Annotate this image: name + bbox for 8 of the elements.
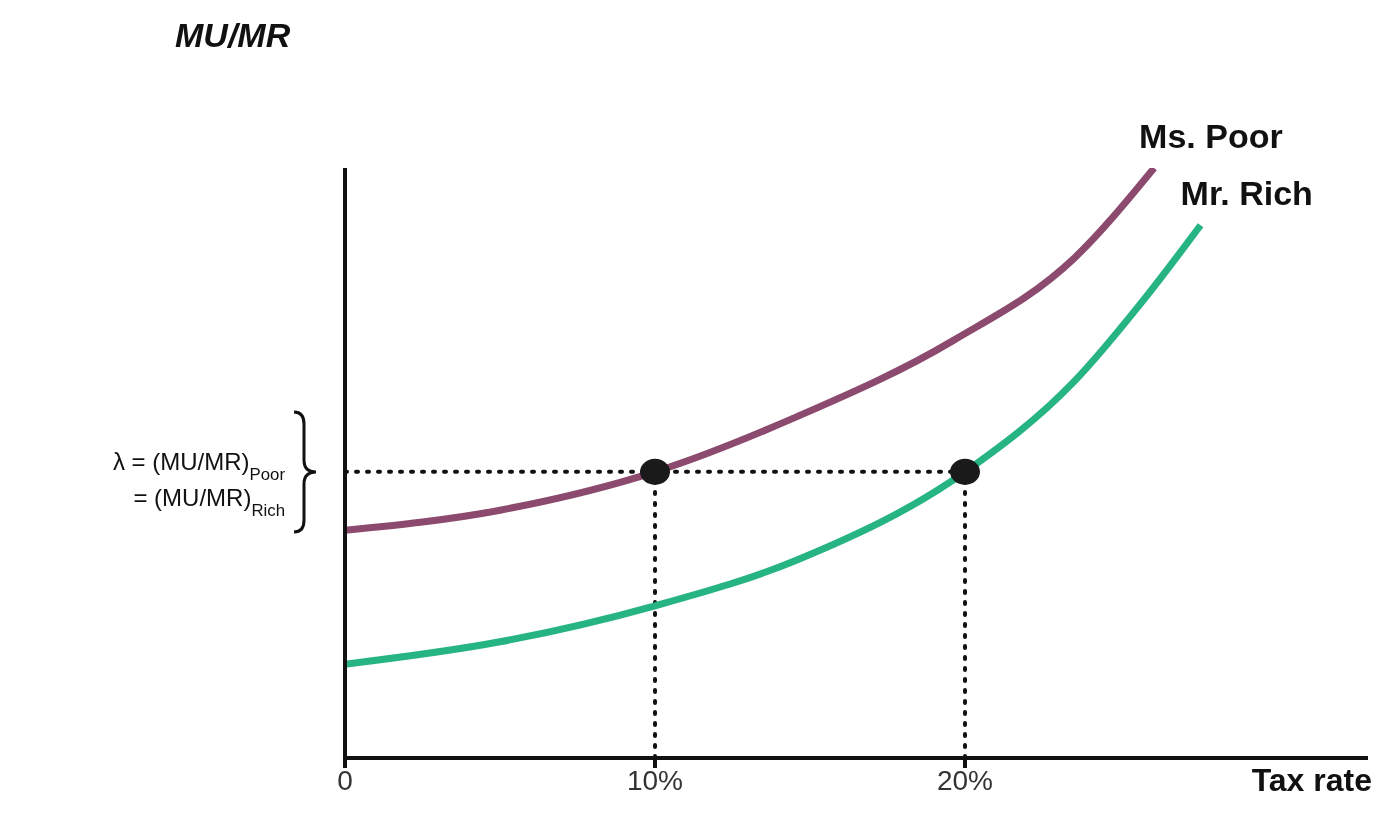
x-tick-label: 20% (936, 764, 994, 796)
y-axis-title: MU/MR (175, 16, 291, 55)
x-tick-label: 0 (337, 764, 353, 796)
series-label: Mr. Rich (1180, 174, 1313, 213)
x-axis-title: Tax rate (1251, 762, 1372, 799)
series-label: Ms. Poor (1139, 117, 1283, 155)
x-tick-label: 10% (626, 764, 684, 796)
ref-line-label: λ = (MU/MR)$_{Poor}$ = (MU/MR)$_{Rich}$ (112, 447, 286, 520)
